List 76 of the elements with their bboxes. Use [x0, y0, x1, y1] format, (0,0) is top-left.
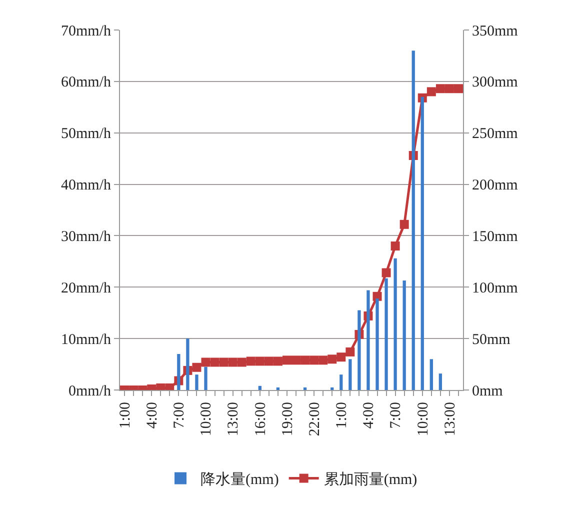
y-tick-label: 10mm/h	[60, 332, 112, 348]
point	[264, 356, 274, 366]
point	[310, 356, 319, 365]
y2-tick-label: 0mm	[472, 383, 504, 400]
x-tick-label: 10:00	[415, 402, 432, 436]
bar	[412, 50, 415, 390]
bar	[376, 298, 379, 390]
bar	[394, 258, 397, 390]
point	[426, 87, 436, 96]
point	[237, 358, 246, 367]
bar	[303, 387, 307, 390]
y2-tick-label: 350mm	[472, 23, 518, 40]
bar	[420, 96, 424, 390]
x-tick-label: 10:00	[198, 402, 215, 436]
y2-tick-label: 250mm	[472, 126, 518, 142]
y2-tick-label: 200mm	[472, 178, 518, 194]
point	[318, 356, 328, 365]
point	[228, 358, 238, 367]
y-tick-label: 70mm/h	[60, 23, 112, 40]
point	[201, 358, 210, 367]
bar	[204, 366, 208, 390]
bar	[177, 354, 180, 390]
x-tick-label: 1:00	[117, 402, 134, 429]
point	[273, 356, 282, 366]
y2-tick-label: 300mm	[472, 74, 518, 91]
y2-tick-label: 50mm	[472, 332, 511, 348]
point	[454, 84, 463, 94]
point	[300, 356, 310, 365]
bar	[340, 374, 343, 390]
y-tick-label: 20mm/h	[60, 280, 112, 296]
x-tick-label: 16:00	[252, 402, 269, 436]
bar	[438, 374, 442, 390]
y-tick-label: 30mm/h	[60, 228, 112, 245]
x-tick-label: 1:00	[334, 402, 350, 429]
point	[292, 356, 301, 365]
point	[390, 242, 400, 250]
bar	[358, 310, 361, 390]
bar	[186, 338, 190, 390]
y-tick-label: 0mm/h	[68, 383, 112, 400]
x-tick-label: 13:00	[442, 402, 458, 436]
x-tick-label: 22:00	[306, 402, 323, 436]
point	[382, 268, 391, 278]
bar	[330, 387, 334, 390]
bar	[276, 387, 280, 390]
point	[400, 220, 409, 229]
point	[346, 347, 355, 356]
point	[192, 362, 202, 372]
point	[210, 358, 220, 367]
x-tick-label: 13:00	[226, 402, 242, 436]
bar	[366, 290, 370, 390]
y-tick-label: 50mm/h	[60, 126, 112, 142]
bar	[384, 278, 388, 390]
x-tick-label: 19:00	[280, 402, 296, 436]
point	[282, 356, 292, 365]
legend-label: 降水量(mm)	[200, 471, 279, 488]
legend-label: 累加雨量(mm)	[324, 471, 418, 488]
bar	[348, 359, 352, 390]
point	[255, 356, 264, 366]
point	[328, 354, 337, 364]
point	[436, 84, 445, 94]
bar	[258, 386, 262, 390]
bar	[402, 280, 406, 390]
point	[246, 356, 256, 366]
point	[336, 352, 346, 362]
x-tick-label: 4:00	[144, 402, 160, 429]
bar	[195, 374, 198, 390]
y-tick-label: 60mm/h	[60, 74, 112, 91]
y-tick-label: 40mm/h	[60, 178, 112, 194]
bar	[430, 359, 433, 390]
y2-tick-label: 150mm	[472, 228, 518, 245]
x-tick-label: 4:00	[361, 402, 378, 429]
y2-tick-label: 100mm	[472, 280, 518, 296]
point	[444, 84, 454, 94]
x-tick-label: 7:00	[172, 402, 188, 429]
x-tick-label: 7:00	[388, 402, 404, 429]
point	[219, 358, 228, 367]
